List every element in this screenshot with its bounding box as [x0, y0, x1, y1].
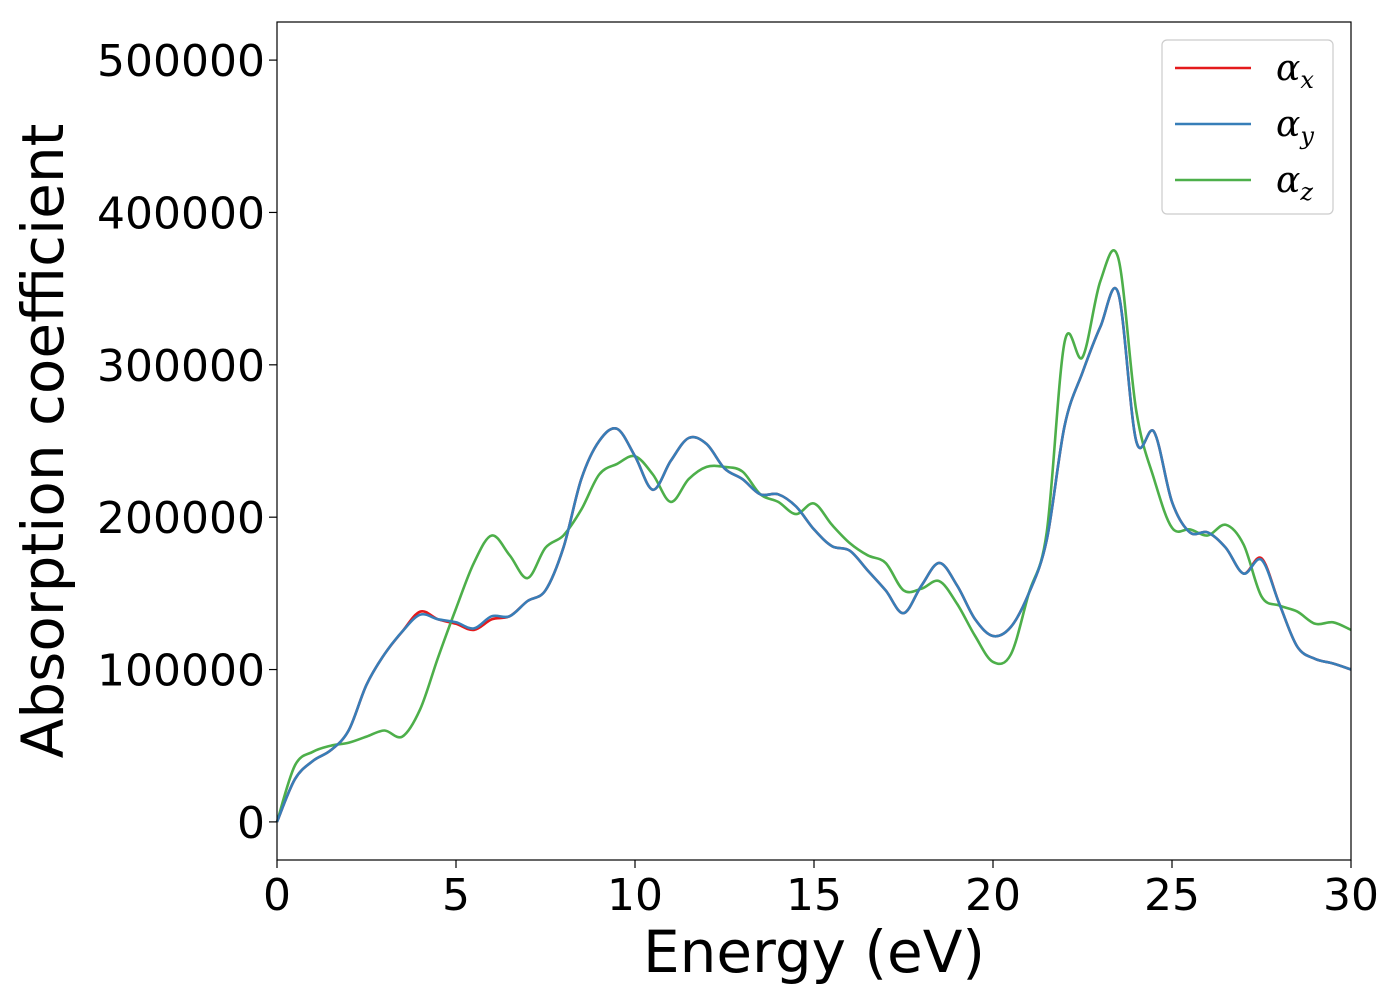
x-axis-ticks: 0 5 10 15 20 25 30 — [263, 860, 1379, 921]
x-tick-label: 20 — [965, 870, 1021, 921]
x-tick-label: 5 — [442, 870, 470, 921]
y-axis-label: Absorption coefficient — [9, 124, 77, 759]
series-line-alpha-x — [275, 286, 1352, 823]
x-tick-label: 10 — [607, 870, 663, 921]
legend-box — [1161, 39, 1334, 215]
legend-label-alpha-z: αz — [1276, 160, 1313, 206]
x-axis-label: Energy (eV) — [643, 918, 985, 986]
y-tick-label: 200000 — [97, 493, 265, 544]
y-tick-label: 100000 — [97, 646, 265, 697]
y-tick-label: 500000 — [97, 36, 265, 87]
series-line-alpha-z — [275, 249, 1352, 823]
y-tick-label: 0 — [237, 798, 265, 849]
plot-lines — [275, 249, 1352, 823]
y-tick-label: 300000 — [97, 341, 265, 392]
x-tick-label: 0 — [263, 870, 291, 921]
x-tick-label: 30 — [1323, 870, 1379, 921]
x-tick-label: 25 — [1144, 870, 1200, 921]
x-tick-label: 15 — [786, 870, 842, 921]
series-line-alpha-y — [275, 286, 1352, 823]
y-tick-label: 400000 — [97, 188, 265, 239]
y-axis-ticks: 0 100000 200000 300000 400000 500000 — [97, 36, 277, 849]
